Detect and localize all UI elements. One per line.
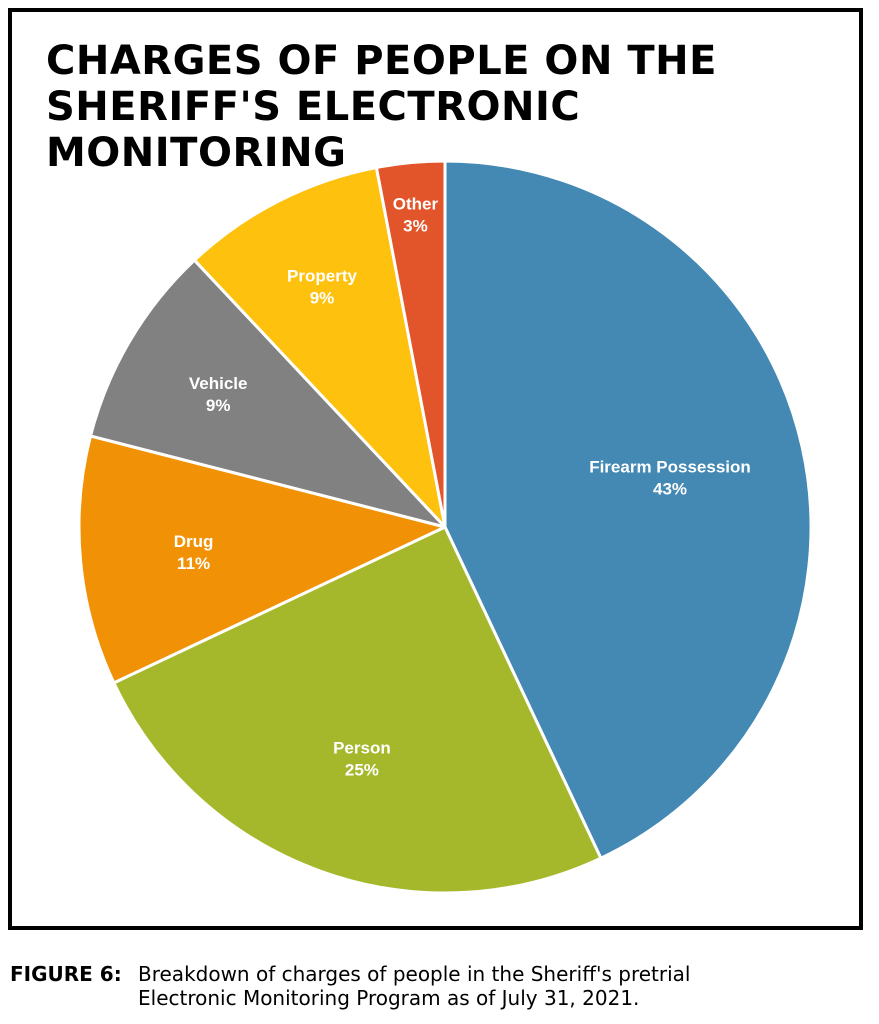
slice-category-firearm-possession: Firearm Possession xyxy=(589,458,751,477)
pie-slice-other xyxy=(374,159,447,529)
slice-label-person: Person 25% xyxy=(333,739,391,780)
pie-slice-drug xyxy=(77,434,447,685)
slice-label-property: Property 9% xyxy=(287,267,357,308)
slice-value-person: 25% xyxy=(345,761,379,780)
figure-label: FIGURE 6: xyxy=(10,962,122,986)
chart-title-line-2: SHERIFF'S ELECTRONIC MONITORING xyxy=(46,84,581,176)
slice-value-other: 3% xyxy=(403,217,428,236)
slice-value-property: 9% xyxy=(310,289,335,308)
slice-category-property: Property xyxy=(287,267,357,286)
slice-value-vehicle: 9% xyxy=(206,396,231,415)
slice-label-other: Other 3% xyxy=(393,195,439,236)
slice-category-vehicle: Vehicle xyxy=(189,374,248,393)
slice-label-firearm-possession: Firearm Possession 43% xyxy=(589,458,751,499)
pie-chart: Firearm Possession 43% Person 25% Drug 11% Veh… xyxy=(77,159,813,895)
chart-title: CHARGES OF PEOPLE ON THE SHERIFF'S ELECT… xyxy=(46,38,846,176)
slice-category-drug: Drug xyxy=(174,532,214,551)
pie-slice-firearm-possession xyxy=(443,159,813,860)
slice-value-drug: 11% xyxy=(177,554,210,573)
chart-title-line-1: CHARGES OF PEOPLE ON THE xyxy=(46,38,717,84)
slice-category-other: Other xyxy=(393,195,439,214)
pie-slice-person xyxy=(112,525,603,895)
caption-line-1: Breakdown of charges of people in the Sh… xyxy=(138,962,691,986)
slice-category-person: Person xyxy=(333,739,391,758)
figure-caption: FIGURE 6: Breakdown of charges of people … xyxy=(10,962,870,1010)
pie-slice-property xyxy=(192,165,447,529)
pie-slice-vehicle xyxy=(89,258,447,529)
slice-value-firearm-possession: 43% xyxy=(653,480,687,499)
slice-label-drug: Drug 11% xyxy=(174,532,214,573)
slice-label-vehicle: Vehicle 9% xyxy=(189,374,248,415)
caption-line-2: Electronic Monitoring Program as of July… xyxy=(138,986,640,1010)
